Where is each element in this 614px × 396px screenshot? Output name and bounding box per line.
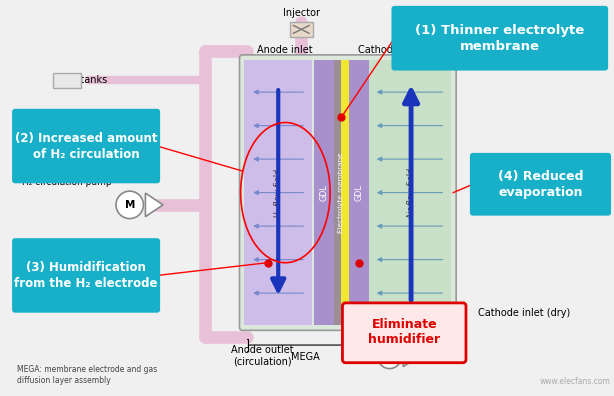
Text: H₂ circulation pump: H₂ circulation pump xyxy=(22,178,112,187)
Bar xyxy=(333,60,349,326)
FancyBboxPatch shape xyxy=(12,238,160,313)
Text: (2) Increased amount
of H₂ circulation: (2) Increased amount of H₂ circulation xyxy=(15,131,157,160)
Bar xyxy=(349,60,369,326)
Circle shape xyxy=(116,191,144,219)
Bar xyxy=(290,21,313,37)
Text: Eliminate
humidifier: Eliminate humidifier xyxy=(368,318,440,346)
Text: M: M xyxy=(385,352,394,361)
Text: H₂ flow field: H₂ flow field xyxy=(274,168,282,217)
Text: M: M xyxy=(125,200,135,210)
Text: MEGA: MEGA xyxy=(291,352,320,362)
Text: (4) Reduced
evaporation: (4) Reduced evaporation xyxy=(498,170,583,199)
Circle shape xyxy=(378,345,402,369)
Text: GDL: GDL xyxy=(319,184,328,201)
Text: Anode outlet
(circulation): Anode outlet (circulation) xyxy=(231,345,293,367)
Bar xyxy=(369,60,451,326)
Text: Air: Air xyxy=(443,348,457,358)
FancyBboxPatch shape xyxy=(392,6,608,70)
FancyBboxPatch shape xyxy=(12,109,160,183)
FancyBboxPatch shape xyxy=(343,303,466,363)
Text: GDL: GDL xyxy=(355,184,363,201)
Text: H₂ tanks: H₂ tanks xyxy=(66,75,107,86)
Bar xyxy=(314,60,333,326)
Polygon shape xyxy=(146,193,163,217)
Text: www.elecfans.com: www.elecfans.com xyxy=(539,377,610,386)
Text: Air flow field: Air flow field xyxy=(406,168,416,218)
Text: Anode inlet: Anode inlet xyxy=(257,45,313,55)
Polygon shape xyxy=(403,347,419,367)
Bar xyxy=(53,72,80,88)
FancyBboxPatch shape xyxy=(239,55,456,330)
Text: Electrolyte membrane: Electrolyte membrane xyxy=(338,152,344,233)
FancyBboxPatch shape xyxy=(470,153,611,216)
Text: (1) Thinner electrolyte
membrane: (1) Thinner electrolyte membrane xyxy=(415,24,585,53)
Text: (3) Humidification
from the H₂ electrode: (3) Humidification from the H₂ electrode xyxy=(14,261,158,290)
Bar xyxy=(244,60,312,326)
Text: Injector: Injector xyxy=(283,8,320,17)
Text: Cathode outlet: Cathode outlet xyxy=(358,45,430,55)
Bar xyxy=(333,60,341,326)
Text: Cathode inlet (dry): Cathode inlet (dry) xyxy=(478,308,570,318)
Text: MEGA: membrane electrode and gas
diffusion layer assembly: MEGA: membrane electrode and gas diffusi… xyxy=(17,365,157,385)
